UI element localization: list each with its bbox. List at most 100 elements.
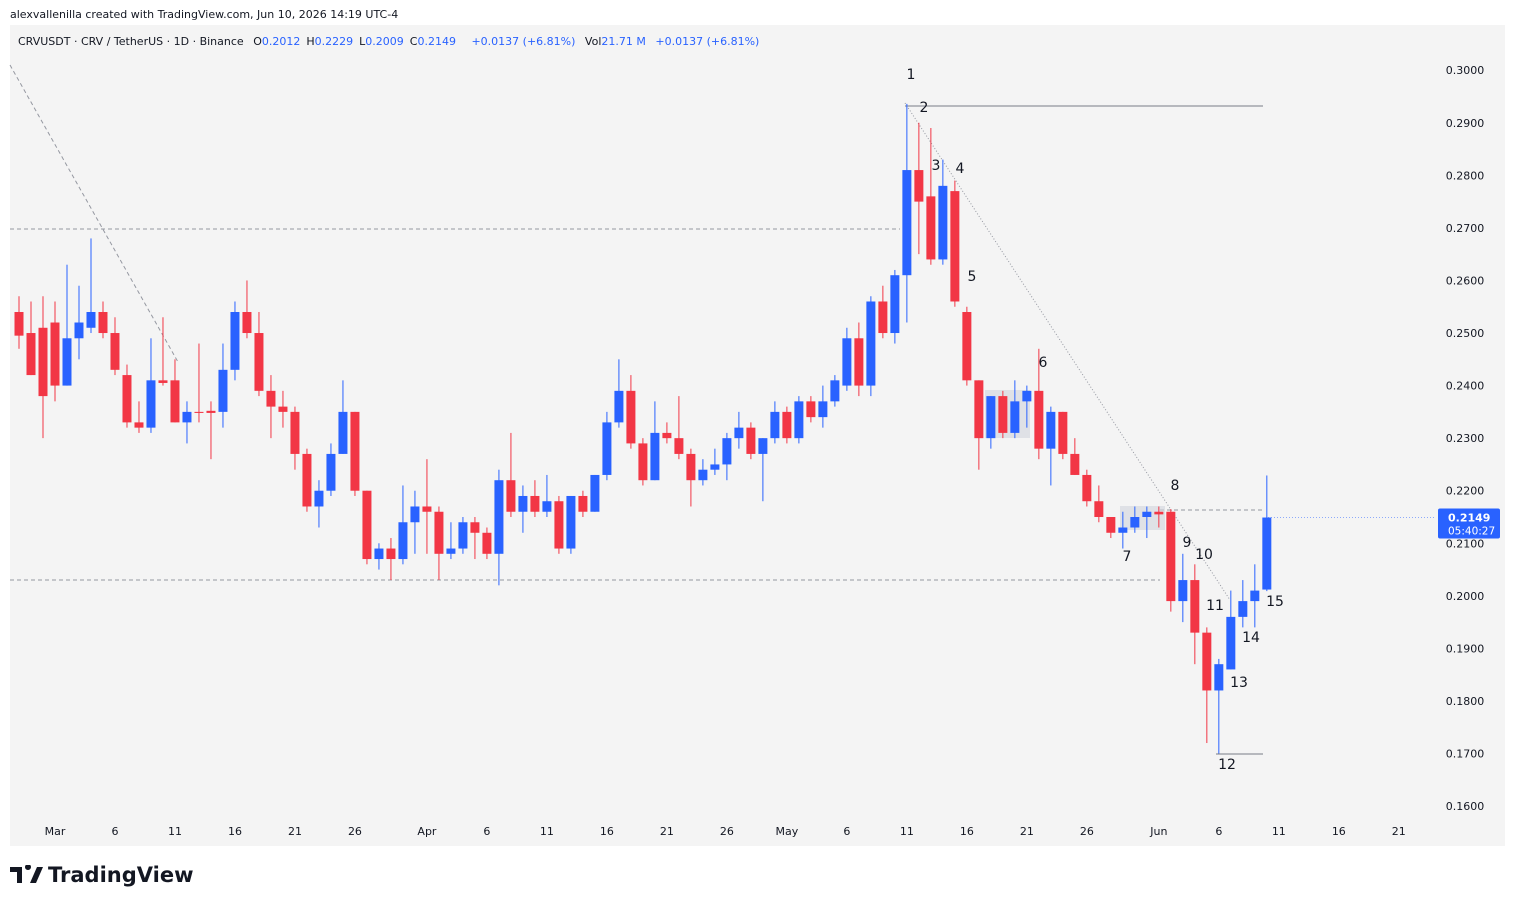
brand: TradingView	[48, 863, 194, 887]
change: +0.0137 (+6.81%)	[471, 35, 576, 48]
candle-body	[818, 401, 828, 418]
candle-body	[938, 185, 948, 260]
candle-body	[350, 411, 360, 491]
x-tick-label: 16	[228, 825, 242, 838]
candle-body	[386, 548, 396, 560]
x-tick-label: 11	[1272, 825, 1286, 838]
candle-body	[314, 490, 324, 507]
y-tick-label: 0.2600	[1446, 274, 1485, 287]
candle-body	[278, 406, 288, 412]
annotation: 4	[956, 161, 965, 177]
y-tick-label: 0.2400	[1446, 380, 1485, 393]
symbol: CRVUSDT · CRV / TetherUS · 1D · Binance	[18, 35, 244, 48]
candle-body	[74, 322, 84, 339]
candle-body	[422, 506, 432, 512]
legend: CRVUSDT · CRV / TetherUS · 1D · Binance …	[18, 35, 765, 48]
candle-body	[158, 380, 168, 383]
annotation: 13	[1230, 675, 1248, 691]
credit: alexvallenilla created with TradingView.…	[10, 8, 399, 21]
candle-body	[1022, 390, 1032, 402]
candle-body	[1082, 474, 1092, 502]
x-tick-label: Apr	[417, 825, 437, 838]
candle-body	[638, 443, 648, 481]
candle-body	[854, 338, 864, 386]
candle-body	[1238, 601, 1248, 617]
candle-body	[1046, 411, 1056, 449]
annotation: 2	[920, 100, 929, 116]
zone	[1120, 506, 1165, 530]
x-tick-label: Jun	[1149, 825, 1167, 838]
field-label: O	[253, 35, 262, 48]
candle-body	[146, 380, 156, 428]
candle-body	[50, 322, 60, 386]
candle-body	[890, 275, 900, 334]
x-tick-label: 16	[1332, 825, 1346, 838]
last-price-label: 0.2149	[1448, 512, 1490, 525]
candle-body	[962, 312, 972, 381]
x-tick-label: 6	[111, 825, 118, 838]
last-price-box	[1438, 508, 1500, 539]
candle-body	[614, 390, 624, 423]
candle-body	[62, 338, 72, 386]
candle-body	[698, 469, 708, 481]
x-tick-label: 11	[540, 825, 554, 838]
footer: TradingView	[10, 863, 193, 887]
annotation: 5	[968, 269, 977, 285]
candle-body	[926, 196, 936, 260]
candle-body	[398, 522, 408, 560]
candle-body	[458, 522, 468, 549]
candle-body	[866, 301, 876, 386]
candle-body	[1010, 401, 1020, 433]
logo	[10, 865, 43, 883]
x-tick-label: 26	[720, 825, 734, 838]
candle-body	[758, 438, 768, 454]
x-tick-label: 16	[960, 825, 974, 838]
volume-change: +0.0137 (+6.81%)	[655, 35, 760, 48]
annotation: 7	[1123, 549, 1132, 565]
candle-body	[374, 548, 384, 560]
y-tick-label: 0.2300	[1446, 432, 1485, 445]
candle-body	[710, 464, 720, 470]
candle-body	[770, 411, 780, 439]
candle-body	[674, 438, 684, 454]
candle-body	[290, 411, 300, 454]
field-value: 0.2229	[314, 35, 354, 48]
candle-body	[578, 495, 588, 512]
candle-body	[602, 422, 612, 475]
candle-body	[902, 170, 912, 276]
candle-body	[842, 338, 852, 386]
candle-body	[218, 369, 228, 412]
candle-body	[1034, 390, 1044, 449]
candle-body	[302, 453, 312, 507]
candle-body	[806, 401, 816, 418]
y-tick-label: 0.2200	[1446, 485, 1485, 498]
annotation: 14	[1242, 630, 1260, 646]
field-value: 0.2149	[417, 35, 456, 48]
field-label: H	[306, 35, 315, 48]
candle-body	[998, 396, 1008, 433]
x-tick-label: 26	[348, 825, 362, 838]
y-tick-label: 0.2000	[1446, 590, 1485, 603]
candle-body	[794, 401, 804, 439]
candle-body	[362, 490, 372, 560]
candle-body	[950, 191, 960, 302]
candle-body	[410, 506, 420, 523]
candle-body	[1058, 411, 1068, 454]
candle-body	[38, 327, 48, 397]
x-tick-label: 26	[1080, 825, 1094, 838]
y-tick-label: 0.2500	[1446, 327, 1485, 340]
x-tick-label: 21	[288, 825, 302, 838]
candle-body	[1214, 664, 1224, 691]
annotation: 11	[1206, 598, 1224, 614]
candle-body	[110, 333, 120, 370]
annotation: 9	[1183, 535, 1192, 551]
candle-body	[518, 495, 528, 512]
candle-body	[542, 501, 552, 512]
candle-body	[650, 432, 660, 481]
candle-body	[1250, 590, 1260, 602]
annotation: 10	[1195, 547, 1213, 563]
candle-body	[446, 548, 456, 554]
candle-body	[170, 380, 180, 423]
candle-body	[662, 432, 672, 439]
candle-body	[1202, 632, 1212, 691]
